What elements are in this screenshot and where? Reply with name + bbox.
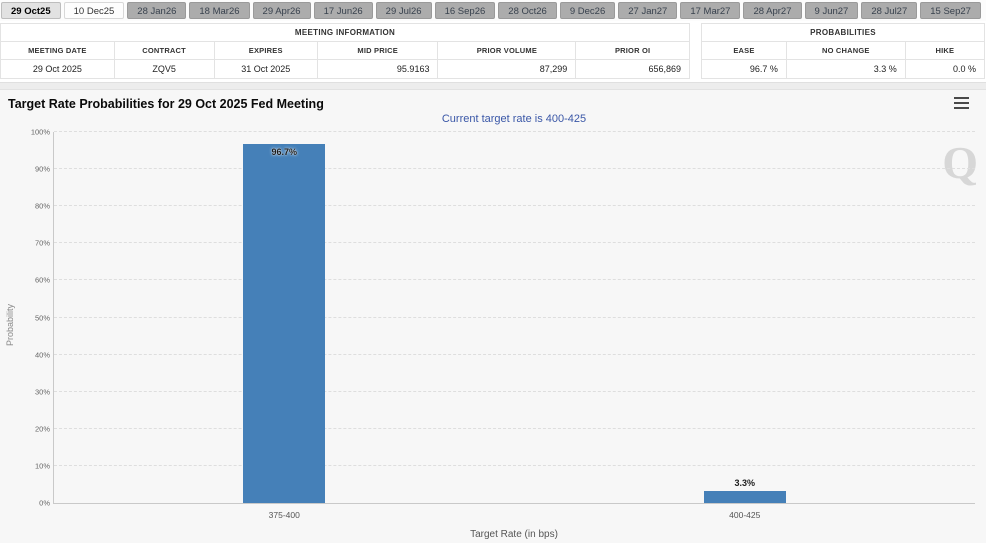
chart-title: Target Rate Probabilities for 29 Oct 202… — [8, 97, 324, 111]
gridline-90 — [54, 168, 975, 170]
ytick-0: 0% — [39, 498, 50, 508]
ytick-30: 30% — [34, 387, 50, 397]
bar-value-375-400: 96.7% — [271, 147, 298, 158]
tab-28-apr27[interactable]: 28 Apr27 — [743, 2, 802, 19]
plot-area: 0% 10% 20% 30% 40% 50% 60% 70% 80% 90% 100% 96.7% 37… — [31, 128, 975, 520]
ytick-100: 100% — [30, 127, 50, 137]
tab-28-jul27[interactable]: 28 Jul27 — [861, 2, 918, 19]
col-header-mid-price: MID PRICE — [316, 41, 439, 60]
probabilities-header-row: EASE NO CHANGE HIKE — [701, 41, 986, 60]
tab-28-jan26[interactable]: 28 Jan26 — [127, 2, 187, 19]
cell-meeting-date: 29 Oct 2025 — [0, 59, 115, 79]
ytick-90: 90% — [34, 164, 50, 174]
tab-29-jul26[interactable]: 29 Jul26 — [375, 2, 432, 19]
xtick-400-425: 400-425 — [729, 510, 761, 520]
bar-value-400-425: 3.3% — [734, 477, 755, 488]
col-header-meeting-date: MEETING DATE — [0, 41, 115, 60]
tab-17-mar27[interactable]: 17 Mar27 — [680, 2, 741, 19]
tab-9-dec26[interactable]: 9 Dec26 — [559, 2, 616, 19]
gridline-50 — [54, 316, 975, 318]
tab-16-sep26[interactable]: 16 Sep26 — [434, 2, 496, 19]
probabilities-value-row: 96.7 % 3.3 % 0.0 % — [701, 59, 986, 79]
bar-400-425 — [703, 490, 786, 503]
ytick-60: 60% — [34, 275, 50, 285]
col-header-prior-volume: PRIOR VOLUME — [437, 41, 577, 60]
hamburger-menu-icon[interactable] — [954, 97, 969, 109]
tab-15-sep27[interactable]: 15 Sep27 — [920, 2, 981, 19]
gridline-10 — [54, 464, 975, 466]
meeting-information-title-row: MEETING INFORMATION — [0, 23, 690, 42]
cell-prior-oi: 656,869 — [575, 59, 690, 79]
gridline-20 — [54, 427, 975, 429]
cell-mid-price: 95.9163 — [316, 59, 439, 79]
tab-9-jun27[interactable]: 9 Jun27 — [804, 2, 859, 19]
ytick-40: 40% — [34, 350, 50, 360]
ytick-50: 50% — [34, 313, 50, 322]
probabilities-table: PROBABILITIES EASE NO CHANGE HIKE 96.7 % 3.3 … — [701, 23, 986, 79]
ytick-10: 10% — [34, 461, 50, 471]
cell-ease: 96.7 % — [701, 59, 787, 79]
cell-expires: 31 Oct 2025 — [213, 59, 318, 79]
meeting-info-table: MEETING INFORMATION MEETING DATE CONTRACT E… — [0, 23, 690, 79]
col-header-prior-oi: PRIOR OI — [575, 41, 690, 60]
col-header-hike: HIKE — [904, 41, 986, 60]
probabilities-title-row: PROBABILITIES — [701, 23, 985, 42]
divider-band — [0, 82, 986, 89]
probabilities-title: PROBABILITIES — [701, 23, 985, 42]
tab-17-jun26[interactable]: 17 Jun26 — [313, 2, 373, 19]
gridline-80 — [54, 205, 975, 207]
cell-prior-volume: 87,299 — [437, 59, 577, 79]
cell-no-change: 3.3 % — [785, 59, 906, 79]
col-header-no-change: NO CHANGE — [785, 41, 906, 60]
summary-tables: MEETING INFORMATION MEETING DATE CONTRACT E… — [0, 23, 986, 79]
x-axis-title: Target Rate (in bps) — [470, 529, 558, 540]
bar-375-400 — [243, 144, 326, 503]
gridline-40 — [54, 353, 975, 355]
chart-subtitle: Current target rate is 400-425 — [441, 113, 587, 125]
xtick-375-400: 375-400 — [268, 510, 300, 520]
meeting-information-value-row: 29 Oct 2025 ZQV5 31 Oct 2025 95.9163 87,299 6… — [0, 59, 690, 79]
col-header-expires: EXPIRES — [213, 41, 318, 60]
col-header-contract: CONTRACT — [113, 41, 215, 60]
gridline-70 — [54, 242, 975, 244]
gridline-60 — [54, 279, 975, 281]
tab-29-apr26[interactable]: 29 Apr26 — [252, 2, 311, 19]
tab-29-oct25[interactable]: 29 Oct25 — [1, 2, 61, 19]
fedwatch-chart-panel: Target Rate Probabilities for 29 Oct 202… — [0, 89, 986, 543]
cell-contract: ZQV5 — [113, 59, 215, 79]
meeting-information-title: MEETING INFORMATION — [0, 23, 690, 42]
ytick-20: 20% — [34, 424, 50, 434]
cell-hike: 0.0 % — [904, 59, 986, 79]
gridline-100 — [54, 131, 975, 132]
tab-10-dec25[interactable]: 10 Dec25 — [63, 2, 125, 19]
gridline-30 — [54, 390, 975, 392]
tab-28-oct26[interactable]: 28 Oct26 — [498, 2, 557, 19]
tab-27-jan27[interactable]: 27 Jan27 — [618, 2, 678, 19]
meeting-information-header-row: MEETING DATE CONTRACT EXPIRES MID PRICE PRIO… — [0, 41, 690, 60]
col-header-ease: EASE — [701, 41, 787, 60]
ytick-70: 70% — [34, 238, 50, 248]
meeting-tabs: 29 Oct25 10 Dec25 28 Jan26 18 Mar26 29 Apr26… — [0, 0, 986, 21]
ytick-80: 80% — [34, 201, 50, 211]
quikstrike-watermark: Q — [942, 137, 978, 188]
tab-18-mar26[interactable]: 18 Mar26 — [189, 2, 250, 19]
